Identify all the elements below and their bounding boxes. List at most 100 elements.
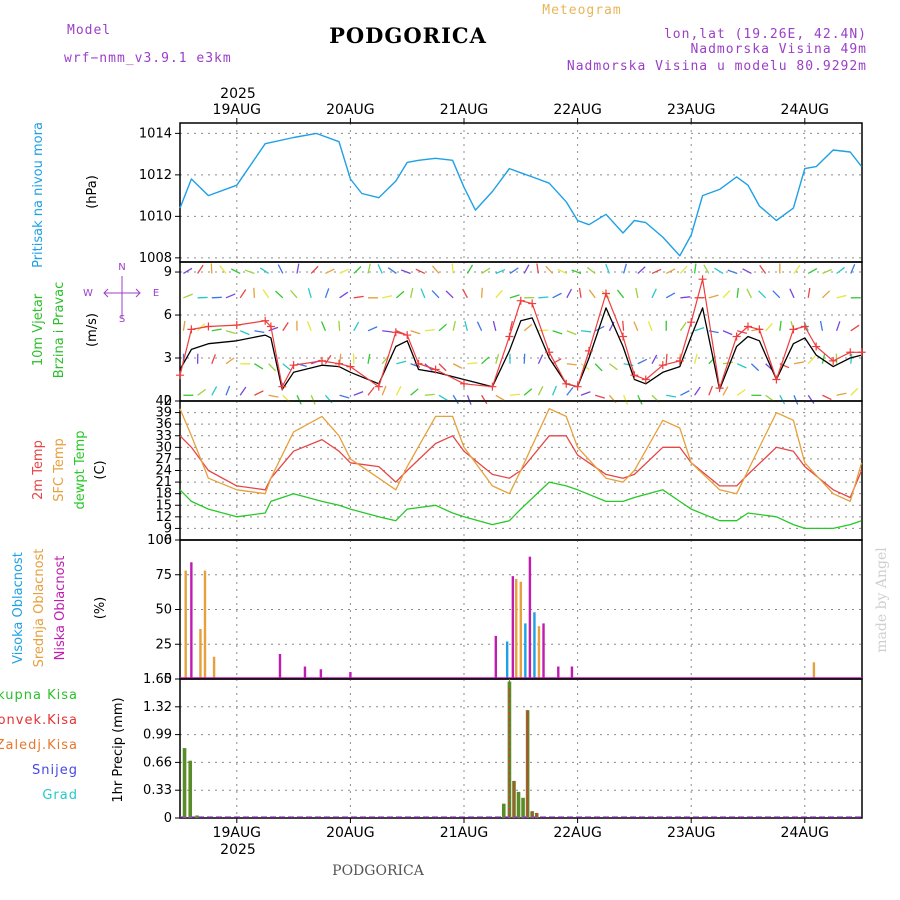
gust-marker bbox=[829, 356, 838, 365]
precip-panel: 0 0.33 0.66 0.99 1.32 1.65 bbox=[143, 672, 863, 826]
wind-arrow bbox=[647, 321, 653, 332]
model-elevation-text: Nadmorska Visina u modelu 80.9292m bbox=[567, 59, 867, 74]
wind-arrow bbox=[538, 329, 549, 332]
wind-arrow bbox=[338, 353, 342, 364]
watermark: made by Angel bbox=[874, 547, 890, 653]
wind-arrow bbox=[722, 290, 731, 299]
date-label-bottom: 20AUG bbox=[326, 825, 375, 841]
wind-arrow bbox=[244, 269, 255, 275]
ytick-label: 21 bbox=[155, 475, 172, 490]
wind-arrow bbox=[537, 354, 544, 365]
wind-arrow bbox=[623, 395, 629, 405]
wind-arrow bbox=[320, 321, 327, 332]
gust-marker bbox=[528, 299, 537, 308]
wind-arrow bbox=[182, 320, 186, 331]
wind-arrow bbox=[679, 322, 687, 332]
wind-arrow bbox=[622, 263, 627, 274]
cloud-bar bbox=[184, 570, 187, 679]
model-label: Model bbox=[67, 23, 111, 38]
precip-conv-bar bbox=[513, 780, 515, 818]
wind-arrow bbox=[339, 394, 350, 399]
ytick-label: 15 bbox=[155, 498, 172, 513]
wind-arrow bbox=[807, 394, 815, 404]
cloud-bar bbox=[212, 656, 216, 679]
wind-arrow bbox=[495, 289, 503, 299]
cloud-bar bbox=[319, 669, 323, 679]
wind-arrow bbox=[431, 290, 440, 299]
gust-marker bbox=[545, 348, 554, 357]
date-label-top: 19AUG bbox=[213, 102, 262, 118]
wind-arrow bbox=[339, 268, 349, 275]
cloud-bar bbox=[537, 626, 541, 679]
gust-marker bbox=[318, 356, 326, 365]
gust-marker bbox=[266, 322, 275, 331]
precip-legend-item: Snijeg bbox=[32, 763, 78, 778]
temp-unit: (C) bbox=[93, 460, 108, 479]
wind-arrow bbox=[722, 330, 733, 336]
wind-arrow bbox=[367, 263, 371, 274]
wind-arrow bbox=[509, 320, 514, 331]
top-date-axis: 19AUG 20AUG 21AUG 22AUG 23AUG 24AUG bbox=[213, 102, 829, 123]
wind-arrow bbox=[789, 288, 795, 299]
wind-arrow bbox=[552, 292, 562, 299]
ytick-label: 50 bbox=[155, 603, 172, 618]
ytick-label: 9 bbox=[164, 521, 172, 536]
wind-arrow bbox=[680, 390, 690, 396]
wind-arrow bbox=[282, 363, 291, 371]
gust-marker bbox=[658, 361, 667, 370]
date-label-bottom: 22AUG bbox=[553, 825, 602, 841]
wind-arrow bbox=[850, 353, 853, 364]
gust-marker bbox=[789, 325, 798, 334]
wind-arrow bbox=[693, 353, 698, 364]
cloud-bar bbox=[505, 641, 509, 679]
wind-arrow bbox=[467, 362, 478, 365]
wind-arrow bbox=[438, 394, 448, 402]
cloud-bar bbox=[542, 623, 545, 679]
ytick-label: 75 bbox=[155, 568, 172, 583]
ytick-label: 3 bbox=[164, 351, 172, 366]
wind-arrow bbox=[211, 386, 218, 396]
wind-arrow bbox=[259, 267, 269, 275]
model-name: wrf−nmm_v3.9.1 e3km bbox=[64, 51, 232, 66]
wind-arrow bbox=[339, 291, 349, 299]
wind-arrow bbox=[481, 394, 488, 405]
ytick-label: 0 bbox=[164, 672, 172, 687]
wind-arrow bbox=[609, 363, 618, 371]
wind-arrow bbox=[495, 268, 506, 275]
wind-arrow bbox=[492, 320, 497, 331]
precip-legend-item: Konvek.Kisa bbox=[0, 713, 78, 728]
precip-legend-item: Zaledj.Kisa bbox=[0, 738, 78, 753]
gust-marker bbox=[335, 359, 344, 368]
precip-conv-bar bbox=[527, 710, 529, 818]
wind-arrow bbox=[635, 287, 639, 298]
date-label-bottom: 23AUG bbox=[667, 825, 716, 841]
precip-legend-item: Ukupna Kisa bbox=[0, 688, 78, 703]
wind-arrow bbox=[594, 325, 605, 332]
ytick-label: 0.33 bbox=[143, 783, 172, 798]
wind-arrow bbox=[310, 395, 316, 405]
wind-unit: (m/s) bbox=[85, 313, 100, 347]
gust-marker bbox=[204, 322, 213, 331]
wind-arrow bbox=[445, 290, 454, 299]
wind-arrow bbox=[537, 386, 544, 396]
cloud-bar bbox=[519, 581, 522, 679]
year-top: 2025 bbox=[220, 86, 256, 102]
cloud-ylabels: Visoka Oblacnost Srednja Oblacnost Niska O… bbox=[11, 549, 68, 668]
panel-frame bbox=[179, 678, 863, 819]
wind-arrow bbox=[275, 290, 284, 299]
temperature-ylabels: 2m Temp SFC Temp dewpt Temp bbox=[31, 430, 88, 509]
gust-marker bbox=[584, 346, 593, 355]
wind-arrow bbox=[464, 320, 469, 331]
gust-marker bbox=[562, 379, 571, 388]
gust-marker bbox=[675, 356, 684, 365]
wind-arrow bbox=[665, 292, 676, 299]
gust-marker bbox=[261, 316, 270, 325]
gust-marker bbox=[812, 342, 821, 351]
wind-arrow bbox=[452, 363, 463, 369]
wind-arrow bbox=[566, 386, 574, 396]
wind-arrow bbox=[693, 263, 697, 274]
wind-arrow bbox=[509, 267, 519, 275]
wind-arrow bbox=[183, 267, 193, 275]
wind-arrow bbox=[665, 268, 676, 275]
